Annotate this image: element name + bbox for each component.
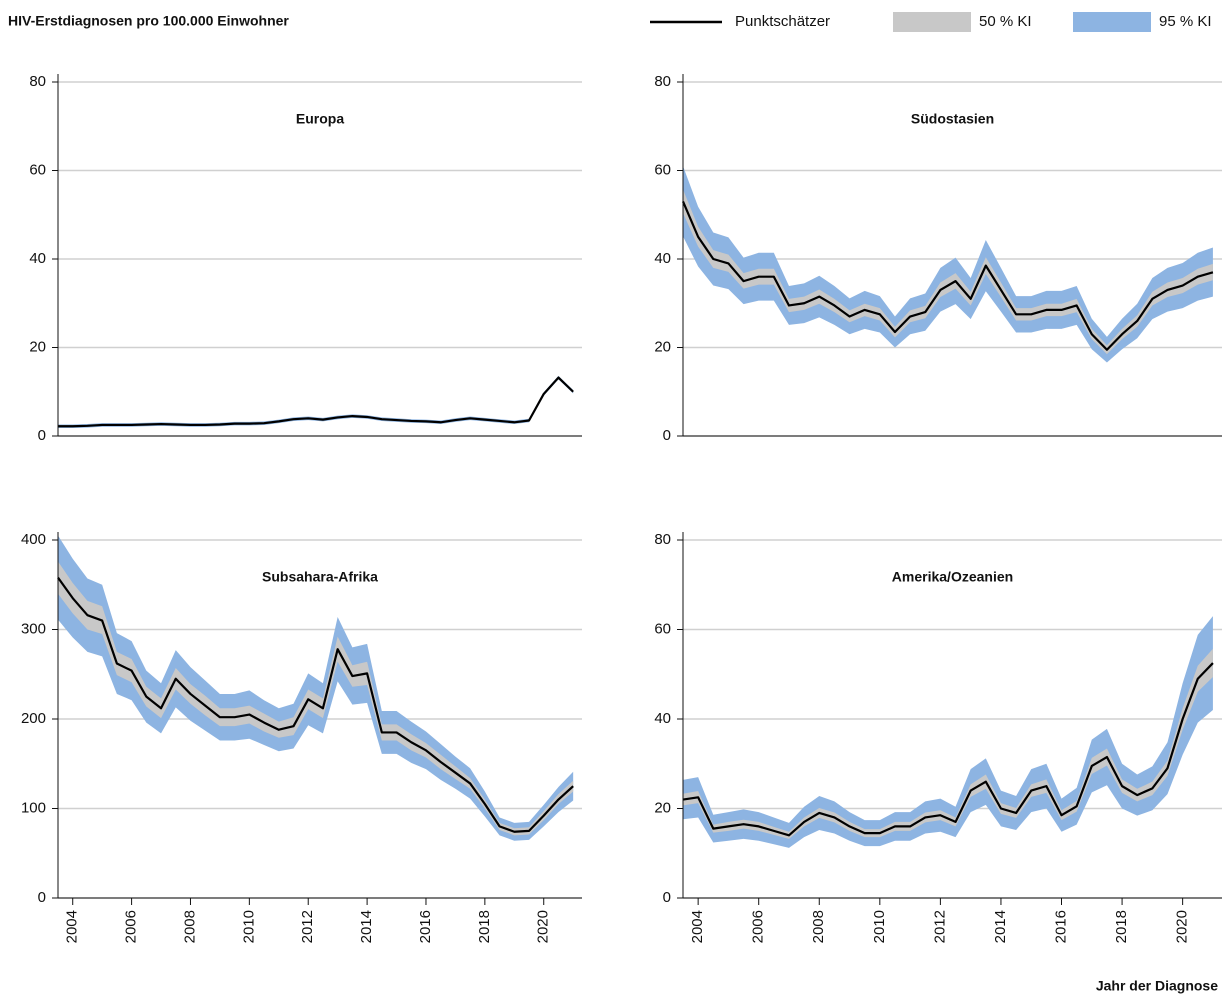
x-tick-label: 2014: [358, 910, 375, 943]
legend-label: Punktschätzer: [735, 13, 830, 30]
y-tick-label: 40: [654, 250, 671, 267]
y-tick-label: 20: [29, 338, 46, 355]
estimate-line: [681, 201, 1214, 351]
ci-band: [683, 166, 1213, 363]
x-tick-label: 2004: [689, 910, 706, 943]
x-tick-label: 2006: [123, 910, 140, 943]
y-tick-label: 20: [654, 799, 671, 816]
x-tick-label: 2018: [1113, 910, 1130, 943]
y-tick-label: 200: [21, 710, 46, 727]
y-tick-label: 80: [29, 73, 46, 90]
x-tick-label: 2020: [1174, 910, 1191, 943]
x-tick-label: 2006: [750, 910, 767, 943]
figure-title: HIV-Erstdiagnosen pro 100.000 Einwohner: [8, 13, 289, 29]
x-tick-label: 2016: [1052, 910, 1069, 943]
y-tick-label: 0: [663, 889, 671, 906]
x-tick-label: 2010: [871, 910, 888, 943]
x-tick-label: 2018: [476, 910, 493, 943]
estimate-line: [57, 576, 574, 833]
y-tick-label: 60: [654, 161, 671, 178]
y-tick-label: 0: [38, 427, 46, 444]
panel-title: Europa: [296, 111, 344, 127]
ci-band: [683, 648, 1213, 839]
x-tick-label: 2014: [992, 910, 1009, 943]
y-tick-label: 20: [654, 338, 671, 355]
legend-swatch: [1073, 12, 1151, 32]
y-tick-label: 60: [29, 161, 46, 178]
x-tick-label: 2012: [931, 910, 948, 943]
legend-label: 50 % KI: [979, 13, 1032, 30]
legend-swatch: [893, 12, 971, 32]
panel-title: Subsahara-Afrika: [262, 569, 378, 585]
ci-band: [58, 561, 574, 836]
y-tick-label: 0: [38, 889, 46, 906]
x-tick-label: 2004: [64, 910, 81, 943]
estimate-line: [58, 376, 574, 428]
y-tick-label: 400: [21, 531, 46, 548]
panel-title: Südostasien: [911, 111, 994, 127]
x-tick-label: 2020: [535, 910, 552, 943]
x-tick-label: 2008: [181, 910, 198, 943]
estimate-line: [682, 662, 1214, 837]
y-tick-label: 80: [654, 73, 671, 90]
y-tick-label: 300: [21, 620, 46, 637]
legend-label: 95 % KI: [1159, 13, 1212, 30]
x-tick-label: 2012: [299, 910, 316, 943]
y-tick-label: 100: [21, 799, 46, 816]
x-tick-label: 2016: [417, 910, 434, 943]
y-tick-label: 80: [654, 531, 671, 548]
y-tick-label: 40: [654, 710, 671, 727]
x-tick-label: 2008: [810, 910, 827, 943]
y-tick-label: 0: [663, 427, 671, 444]
y-tick-label: 60: [654, 620, 671, 637]
ci-band: [683, 616, 1213, 848]
y-tick-label: 40: [29, 250, 46, 267]
x-axis-label: Jahr der Diagnose: [1096, 978, 1218, 994]
x-tick-label: 2010: [240, 910, 257, 943]
ci-band: [58, 375, 574, 429]
panel-title: Amerika/Ozeanien: [892, 569, 1013, 585]
